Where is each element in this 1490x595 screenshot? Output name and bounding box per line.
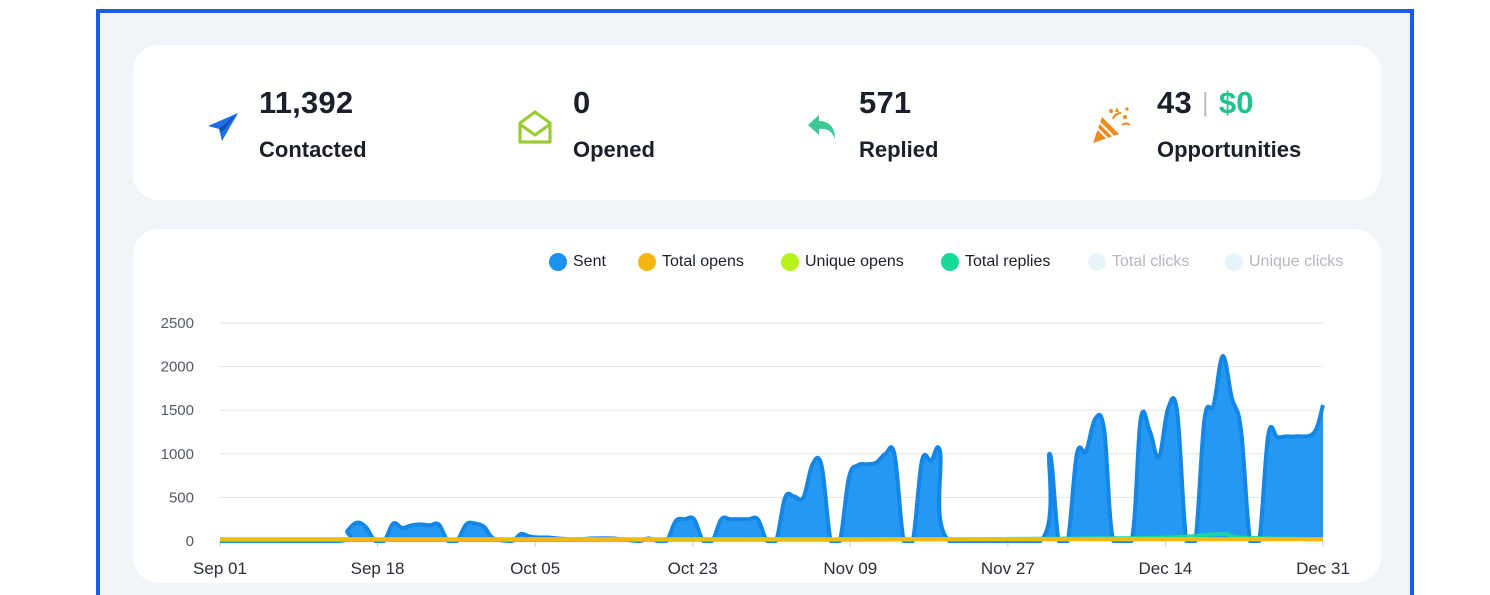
legend-item-total-opens[interactable]: Total opens <box>638 249 744 275</box>
stat-opened: 0 Opened <box>513 45 773 200</box>
stat-replied-label: Replied <box>859 137 939 162</box>
stats-card: 11,392 Contacted 0 Opened 571 Replied <box>133 45 1381 200</box>
stat-contacted-value: 11,392 <box>259 85 354 120</box>
x-tick-label: Nov 09 <box>823 559 877 578</box>
stat-separator: | <box>1201 87 1209 117</box>
chart-legend: Sent Total opens Unique opens Total repl… <box>133 249 1381 275</box>
series-line-sent <box>219 354 1325 543</box>
legend-item-total-clicks[interactable]: Total clicks <box>1088 249 1189 275</box>
paper-plane-icon <box>203 107 243 147</box>
x-tick-label: Dec 31 <box>1296 559 1350 578</box>
legend-label-total-opens: Total opens <box>662 253 744 270</box>
open-envelope-icon <box>515 107 555 147</box>
stat-replied-value: 571 <box>859 85 912 120</box>
x-tick-label: Oct 23 <box>668 559 718 578</box>
sent-chart: 0 500 1000 1500 2000 2500 Sep 01 Sep 18 Oct 05 Oc… <box>161 315 1350 578</box>
stat-opportunities-money: $0 <box>1218 85 1254 120</box>
legend-dot-total-clicks <box>1088 253 1106 271</box>
legend-label-unique-clicks: Unique clicks <box>1249 253 1344 270</box>
legend-item-total-replies[interactable]: Total replies <box>941 249 1050 275</box>
y-tick-label: 2000 <box>161 359 194 376</box>
x-tick-label: Sep 01 <box>193 559 247 578</box>
legend-label-unique-opens: Unique opens <box>805 253 904 270</box>
legend-dot-total-replies <box>941 253 959 271</box>
stat-opportunities: 43 | $0 Opportunities <box>1089 45 1379 200</box>
y-tick-label: 1500 <box>161 402 194 419</box>
legend-label-sent: Sent <box>573 253 606 270</box>
stat-contacted-label: Contacted <box>259 137 367 162</box>
content-frame: 11,392 Contacted 0 Opened 571 Replied <box>96 9 1414 595</box>
stat-opportunities-label: Opportunities <box>1157 137 1302 162</box>
legend-dot-total-opens <box>638 253 656 271</box>
reply-arrow-icon <box>803 107 843 147</box>
stat-replied: 571 Replied <box>801 45 1061 200</box>
stat-opened-value: 0 <box>573 85 591 120</box>
stat-opportunities-count: 43 <box>1157 85 1192 120</box>
series-area-sent <box>220 356 1323 541</box>
x-tick-label: Sep 18 <box>351 559 405 578</box>
y-tick-label: 500 <box>169 489 194 506</box>
legend-dot-unique-opens <box>781 253 799 271</box>
chart-card: Sent Total opens Unique opens Total repl… <box>133 229 1381 583</box>
x-tick-label: Oct 05 <box>510 559 560 578</box>
legend-item-sent[interactable]: Sent <box>549 249 606 275</box>
x-tick-label: Nov 27 <box>981 559 1035 578</box>
y-tick-label: 0 <box>186 533 194 550</box>
legend-item-unique-clicks[interactable]: Unique clicks <box>1225 249 1343 275</box>
stat-contacted: 11,392 Contacted <box>197 45 497 200</box>
stat-opportunities-value: 43 | $0 <box>1157 85 1254 121</box>
y-tick-label: 2500 <box>161 315 194 332</box>
stat-opened-label: Opened <box>573 137 655 162</box>
y-tick-label: 1000 <box>161 446 194 463</box>
legend-dot-sent <box>549 253 567 271</box>
x-tick-label: Dec 14 <box>1138 559 1192 578</box>
legend-label-total-replies: Total replies <box>965 253 1051 270</box>
party-popper-icon <box>1089 103 1133 147</box>
legend-label-total-clicks: Total clicks <box>1112 253 1190 270</box>
legend-item-unique-opens[interactable]: Unique opens <box>781 249 904 275</box>
legend-dot-unique-clicks <box>1225 253 1243 271</box>
